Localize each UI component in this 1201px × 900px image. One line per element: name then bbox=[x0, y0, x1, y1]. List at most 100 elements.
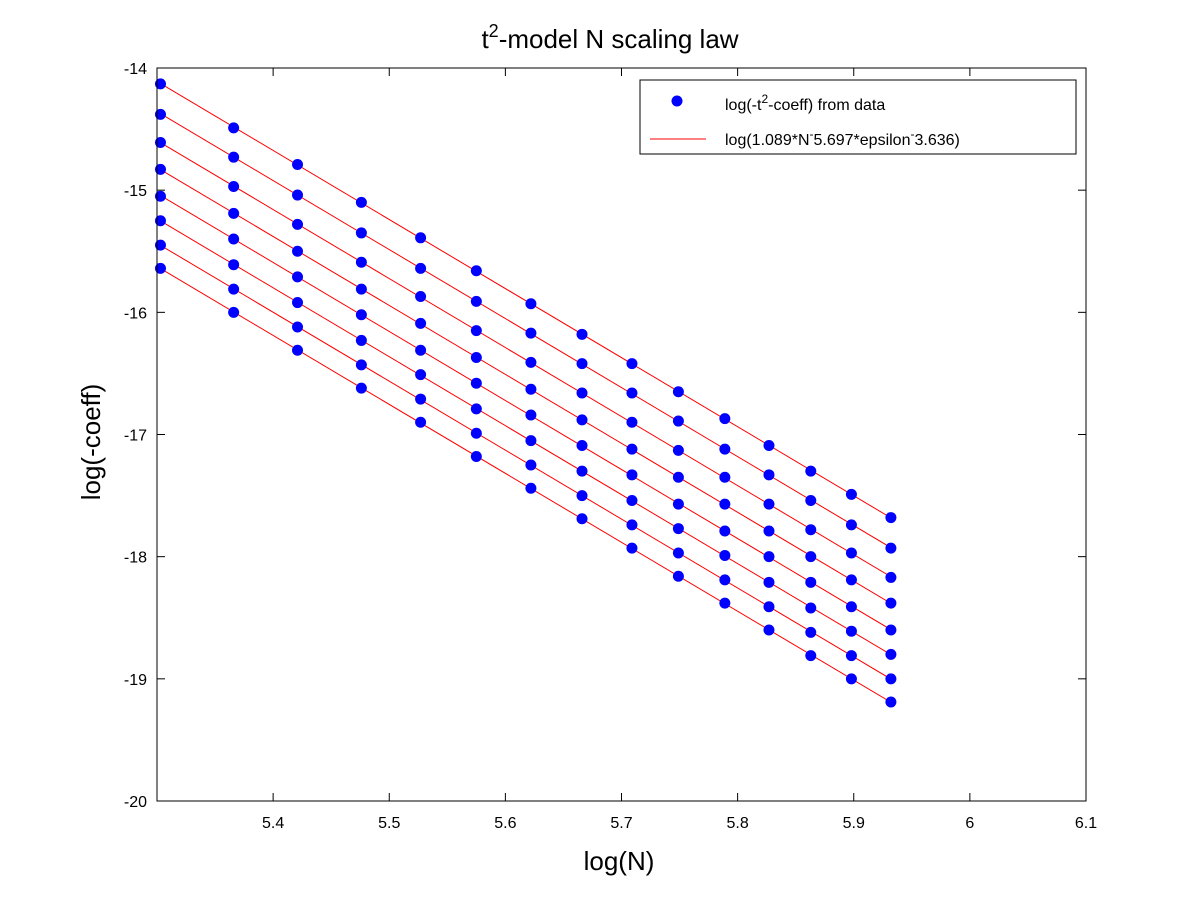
data-point bbox=[576, 465, 588, 477]
data-point bbox=[470, 295, 482, 307]
fit-line-8 bbox=[156, 266, 892, 703]
data-point bbox=[885, 624, 897, 636]
data-point bbox=[719, 498, 731, 510]
data-point bbox=[470, 325, 482, 337]
legend-box bbox=[639, 79, 1077, 155]
data-point bbox=[719, 413, 731, 425]
data-point bbox=[626, 387, 638, 399]
data-point bbox=[355, 256, 367, 268]
data-point bbox=[805, 524, 817, 536]
fit-line-7 bbox=[156, 242, 892, 680]
data-point bbox=[154, 239, 166, 251]
data-point bbox=[845, 547, 857, 559]
data-point bbox=[719, 597, 731, 609]
x-tick-label: 5.9 bbox=[843, 815, 865, 832]
data-point bbox=[576, 328, 588, 340]
data-point bbox=[626, 542, 638, 554]
data-point bbox=[845, 601, 857, 613]
data-point bbox=[885, 648, 897, 660]
data-point bbox=[626, 469, 638, 481]
data-point bbox=[626, 358, 638, 370]
data-point bbox=[525, 383, 537, 395]
data-point bbox=[719, 525, 731, 537]
data-point bbox=[805, 626, 817, 638]
data-point bbox=[228, 233, 240, 245]
legend-marker-data bbox=[671, 95, 683, 107]
data-point bbox=[672, 547, 684, 559]
data-point bbox=[415, 393, 427, 405]
data-point bbox=[576, 414, 588, 426]
data-point bbox=[576, 490, 588, 502]
data-point bbox=[355, 227, 367, 239]
data-point bbox=[805, 602, 817, 614]
legend: log(-t2-coeff) from data log(1.089*N-5.6… bbox=[639, 79, 1077, 155]
data-point bbox=[228, 306, 240, 318]
data-point bbox=[470, 265, 482, 277]
data-point bbox=[154, 108, 166, 120]
data-point bbox=[292, 297, 304, 309]
data-point bbox=[672, 570, 684, 582]
data-point bbox=[228, 151, 240, 163]
data-point bbox=[672, 386, 684, 398]
data-point bbox=[845, 673, 857, 685]
data-point bbox=[415, 369, 427, 381]
data-point bbox=[154, 190, 166, 202]
data-point bbox=[415, 344, 427, 356]
x-tick-label: 6.1 bbox=[1075, 815, 1097, 832]
data-point bbox=[154, 137, 166, 149]
data-point bbox=[292, 189, 304, 201]
data-point bbox=[672, 523, 684, 535]
legend-label-fit: log(1.089*N-5.697*epsilon-3.636) bbox=[725, 127, 960, 149]
x-tick-label: 5.4 bbox=[262, 815, 284, 832]
data-point bbox=[355, 382, 367, 394]
data-point bbox=[355, 196, 367, 208]
data-point bbox=[626, 443, 638, 455]
data-point bbox=[845, 574, 857, 586]
x-tick-label: 5.7 bbox=[610, 815, 632, 832]
data-point bbox=[292, 245, 304, 257]
data-point bbox=[576, 358, 588, 370]
data-point bbox=[672, 471, 684, 483]
data-point bbox=[292, 344, 304, 356]
data-point bbox=[672, 444, 684, 456]
y-axis-label: log(-coeff) bbox=[76, 384, 106, 501]
data-point bbox=[154, 262, 166, 274]
y-tick-label: -20 bbox=[124, 794, 147, 811]
data-point bbox=[470, 377, 482, 389]
data-point bbox=[805, 494, 817, 506]
ticks-group: 5.4 5.5 5.6 5.7 5.8 5.9 6 6.1 -14 -15 -16 -17 -18 -19… bbox=[124, 61, 1097, 832]
data-point bbox=[845, 625, 857, 637]
data-point bbox=[885, 571, 897, 583]
data-point bbox=[154, 163, 166, 175]
data-point bbox=[154, 78, 166, 90]
data-point bbox=[885, 673, 897, 685]
data-point bbox=[470, 403, 482, 415]
data-point bbox=[576, 387, 588, 399]
data-point bbox=[763, 601, 775, 613]
data-point bbox=[805, 576, 817, 588]
data-point bbox=[626, 494, 638, 506]
y-tick-label: -18 bbox=[124, 550, 147, 567]
data-point bbox=[228, 122, 240, 134]
axes-group bbox=[156, 67, 1087, 802]
x-tick-label: 5.8 bbox=[727, 815, 749, 832]
fit-lines-group bbox=[156, 80, 892, 703]
data-point bbox=[626, 416, 638, 428]
data-point bbox=[525, 459, 537, 471]
data-point bbox=[763, 498, 775, 510]
data-point bbox=[719, 549, 731, 561]
data-point bbox=[470, 450, 482, 462]
data-point bbox=[672, 415, 684, 427]
data-point bbox=[525, 356, 537, 368]
y-tick-label: -19 bbox=[124, 672, 147, 689]
fit-line-3 bbox=[156, 140, 892, 578]
data-point bbox=[805, 650, 817, 662]
data-point bbox=[763, 439, 775, 451]
data-point bbox=[154, 215, 166, 227]
x-axis-label: log(N) bbox=[584, 846, 655, 876]
data-point bbox=[415, 416, 427, 428]
data-point bbox=[292, 159, 304, 171]
data-point bbox=[355, 334, 367, 346]
data-point bbox=[672, 498, 684, 510]
